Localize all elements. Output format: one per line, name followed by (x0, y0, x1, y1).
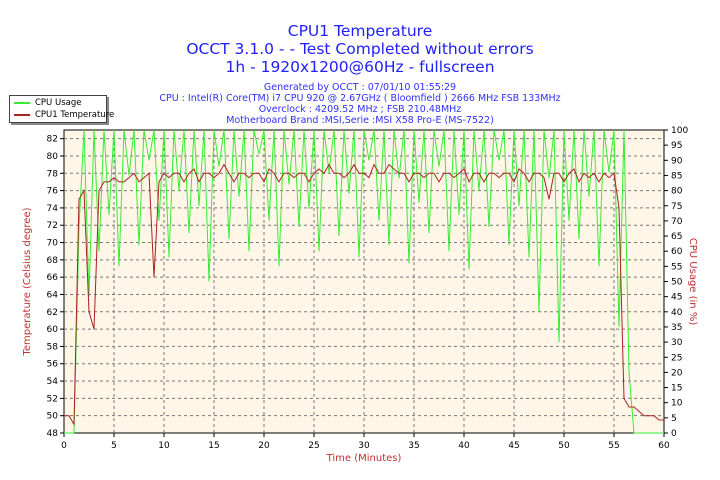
y-tick-label: 62 (47, 308, 58, 318)
y-axis-label: Temperature (Celsius degree) (22, 207, 33, 356)
chart-subtitle-2: 1h - 1920x1200@60Hz - fullscreen (225, 58, 495, 76)
legend-label: CPU Usage (35, 98, 82, 108)
y2-tick-label: 100 (671, 126, 688, 136)
y-tick-label: 52 (47, 394, 58, 404)
info-cpu: CPU : Intel(R) Core(TM) i7 CPU 920 @ 2.6… (159, 93, 561, 104)
y2-tick-label: 95 (671, 141, 682, 151)
y2-tick-label: 50 (671, 278, 683, 288)
y-tick-label: 80 (47, 152, 59, 162)
x-tick-label: 45 (508, 441, 519, 451)
info-generated: Generated by OCCT : 07/01/10 01:55:29 (263, 82, 457, 93)
y2-tick-label: 85 (671, 171, 682, 181)
x-tick-label: 50 (558, 441, 570, 451)
y2-tick-label: 15 (671, 384, 682, 394)
y2-tick-label: 30 (671, 338, 683, 348)
legend-item-cpu-usage: CPU Usage (14, 97, 81, 109)
x-tick-label: 5 (111, 441, 117, 451)
y2-axis-label: CPU Usage (in %) (687, 238, 698, 326)
y-tick-label: 76 (47, 187, 59, 197)
y2-tick-label: 65 (671, 232, 682, 242)
x-tick-label: 60 (658, 441, 670, 451)
y2-tick-label: 0 (671, 429, 677, 439)
chart-subtitle: OCCT 3.1.0 - - Test Completed without er… (186, 40, 534, 58)
y2-tick-label: 70 (671, 217, 683, 227)
x-tick-label: 30 (358, 441, 370, 451)
x-tick-label: 20 (258, 441, 270, 451)
legend: CPU Usage CPU1 Temperature (9, 95, 114, 123)
y2-tick-label: 35 (671, 323, 682, 333)
y-tick-label: 56 (47, 360, 59, 370)
y2-tick-label: 90 (671, 156, 683, 166)
x-tick-label: 25 (308, 441, 319, 451)
y2-tick-label: 55 (671, 262, 682, 272)
y-tick-label: 68 (47, 256, 59, 266)
x-tick-label: 55 (608, 441, 619, 451)
legend-swatch (14, 114, 30, 116)
y-tick-label: 72 (47, 221, 58, 231)
y-tick-label: 70 (47, 239, 59, 249)
x-axis-label: Time (Minutes) (326, 453, 402, 464)
x-tick-label: 15 (208, 441, 219, 451)
y-tick-label: 48 (47, 429, 59, 439)
info-motherboard: Motherboard Brand :MSI,Serie :MSI X58 Pr… (226, 115, 494, 126)
series-line-cpu-usage (64, 129, 664, 434)
y2-tick-label: 10 (671, 399, 683, 409)
y2-tick-label: 25 (671, 353, 682, 363)
y2-tick-label: 60 (671, 247, 683, 257)
y2-tick-label: 40 (671, 308, 683, 318)
y-tick-label: 82 (47, 135, 58, 145)
x-tick-label: 40 (458, 441, 470, 451)
y-tick-label: 74 (47, 204, 59, 214)
y2-tick-label: 5 (671, 414, 677, 424)
legend-swatch (14, 102, 30, 104)
y-tick-label: 50 (47, 412, 59, 422)
legend-label: CPU1 Temperature (35, 110, 115, 120)
y-tick-label: 60 (47, 325, 59, 335)
x-tick-label: 10 (158, 441, 170, 451)
info-overclock: Overclock : 4209.52 MHz ; FSB 210.48MHz (258, 104, 462, 115)
x-tick-label: 0 (61, 441, 67, 451)
y2-tick-label: 75 (671, 202, 682, 212)
x-tick-label: 35 (408, 441, 419, 451)
y-tick-label: 64 (47, 290, 59, 300)
y-tick-label: 66 (47, 273, 59, 283)
y2-tick-label: 20 (671, 368, 683, 378)
y2-tick-label: 80 (671, 187, 683, 197)
chart-title: CPU1 Temperature (287, 22, 433, 40)
y-tick-label: 78 (47, 169, 59, 179)
legend-item-cpu1-temperature: CPU1 Temperature (14, 109, 114, 121)
y-tick-label: 54 (47, 377, 59, 387)
y-tick-label: 58 (47, 342, 59, 352)
series-line-cpu1-temperature (64, 163, 664, 427)
y2-tick-label: 45 (671, 293, 682, 303)
